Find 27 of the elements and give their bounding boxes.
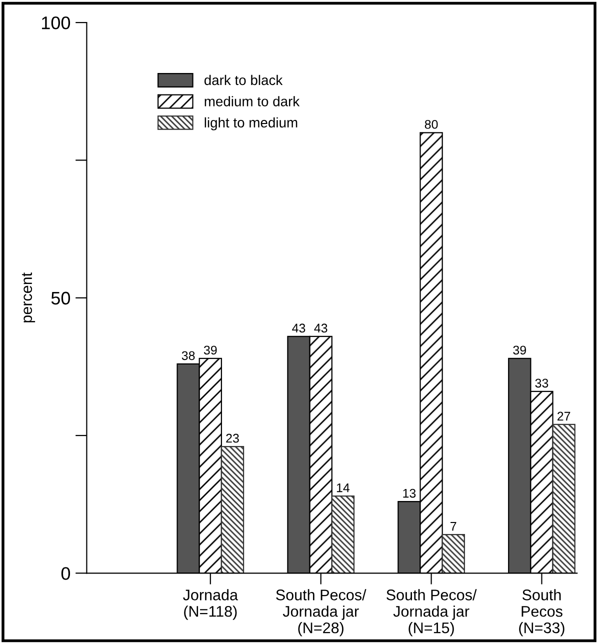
data-label: 33 — [535, 378, 548, 388]
legend-label: medium to dark — [204, 96, 300, 106]
data-label: 7 — [450, 522, 456, 531]
data-label: 43 — [314, 324, 328, 333]
legend-label: dark to black — [204, 74, 283, 86]
data-label: 14 — [336, 483, 350, 492]
x-tick-label: South Pecos (N=33) — [519, 589, 564, 636]
bar — [552, 424, 576, 574]
legend-label: light to medium — [204, 117, 298, 130]
x-tick-label: South Pecos/ Jornada jar (N=15) — [386, 589, 477, 636]
data-label: 39 — [513, 346, 526, 355]
data-label: 80 — [424, 120, 438, 129]
y-tick-label: 50 — [51, 292, 70, 305]
bar — [331, 496, 355, 574]
data-label: 39 — [204, 346, 217, 355]
y-tick-label: 0 — [61, 567, 70, 580]
bar — [442, 534, 465, 574]
data-label: 23 — [226, 434, 239, 443]
data-label: 43 — [292, 324, 306, 333]
data-label: 13 — [403, 488, 416, 498]
data-label: 38 — [182, 351, 195, 360]
x-tick-label: Jornada (N=118) — [183, 589, 238, 620]
bar — [220, 446, 244, 574]
y-axis-title: percent — [22, 272, 36, 322]
y-tick-label: 100 — [42, 16, 70, 30]
x-tick-label: South Pecos/ Jornada jar (N=28) — [276, 589, 366, 636]
data-label: 27 — [557, 412, 570, 421]
